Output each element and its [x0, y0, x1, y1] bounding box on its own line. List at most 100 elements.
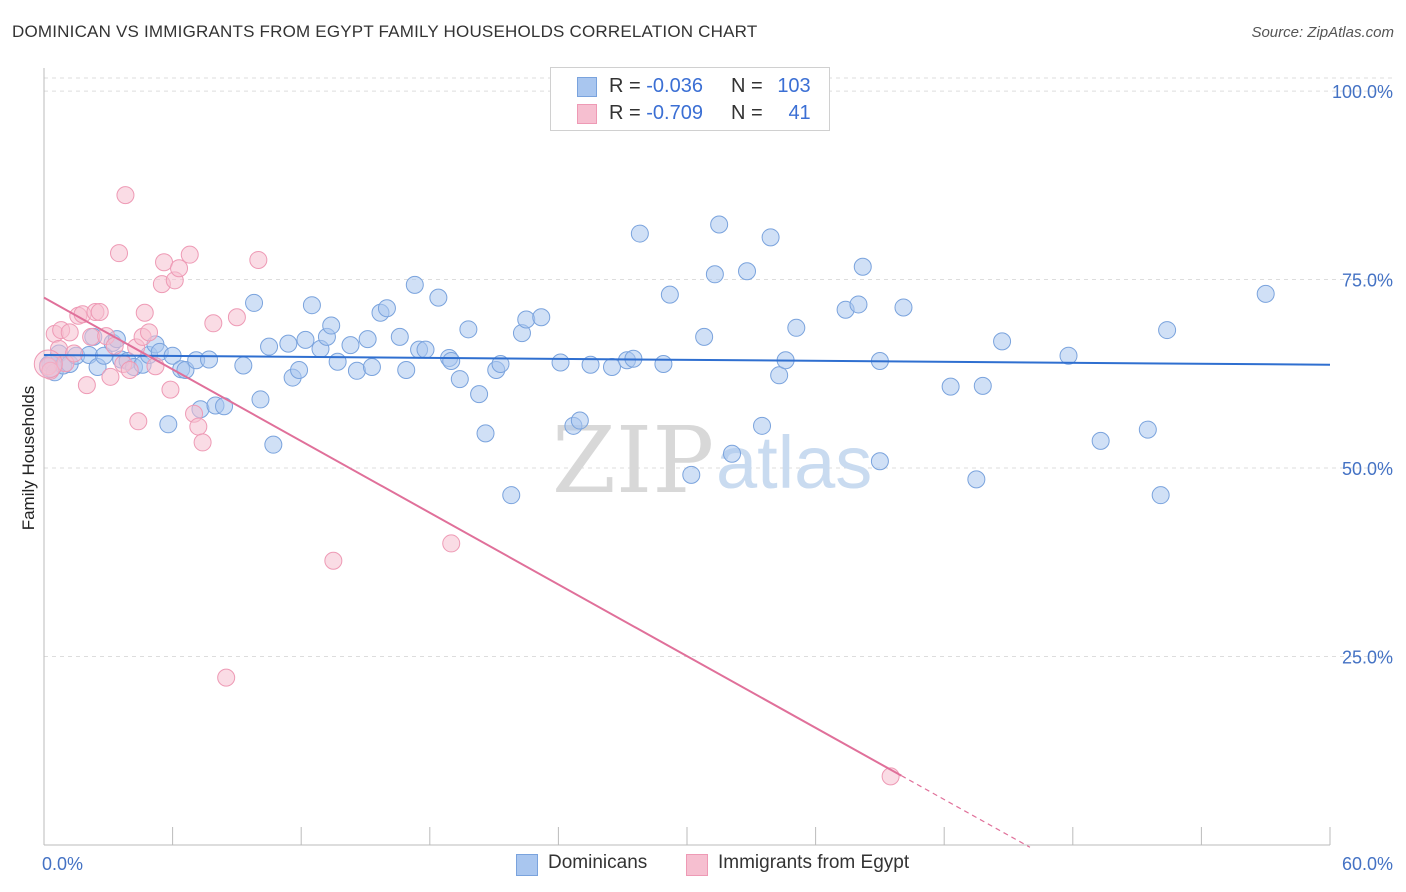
legend-swatch-blue [577, 77, 597, 97]
dominican-point [302, 296, 321, 315]
egypt-point [65, 344, 84, 363]
dominican-point [1256, 284, 1275, 303]
dominican-point [551, 353, 570, 372]
dominican-point [738, 262, 757, 281]
egypt-trend-line [43, 296, 902, 777]
dominican-point [753, 416, 772, 435]
dominican-point [695, 327, 714, 346]
legend-r: R = -0.036 [609, 75, 703, 97]
dominican-point [459, 320, 478, 339]
egypt-point [155, 253, 174, 272]
egypt-point [170, 259, 189, 278]
dominican-point [660, 285, 679, 304]
dominican-point [967, 470, 986, 489]
dominican-point [761, 228, 780, 247]
dominican-point [1151, 486, 1170, 505]
egypt-point-cluster [33, 349, 63, 379]
egypt-point [189, 417, 208, 436]
legend-row-dominicans: R = -0.036 N = 103 [551, 75, 829, 101]
dominican-point [570, 411, 589, 430]
watermark-atlas: atlas [716, 421, 872, 504]
dominican-point [1091, 431, 1110, 450]
dominican-point [405, 275, 424, 294]
dominican-point [397, 361, 416, 380]
y-tick-labels: 25.0% 50.0% 75.0% 100.0% [1332, 82, 1393, 667]
source-credit: Source: ZipAtlas.com [1251, 24, 1394, 41]
bottom-legend-swatch-blue [516, 854, 538, 876]
dominican-point [1158, 321, 1177, 340]
dominican-point [853, 257, 872, 276]
x-tick-max: 60.0% [1342, 854, 1393, 874]
egypt-point [442, 534, 461, 553]
dominican-point [849, 295, 868, 314]
dominican-point [296, 330, 315, 349]
y-tick-label: 75.0% [1342, 271, 1393, 291]
dominican-point [502, 486, 521, 505]
egypt-point [110, 244, 129, 263]
dominican-point [532, 308, 551, 327]
dominican-point [787, 318, 806, 337]
egypt-point [77, 376, 96, 395]
dominican-point [476, 424, 495, 443]
dominican-point [602, 358, 621, 377]
egypt-point [227, 308, 246, 327]
dominican-point [377, 299, 396, 318]
egypt-trend-extension [901, 775, 1031, 848]
dominican-point [630, 224, 649, 243]
egypt-point [324, 551, 343, 570]
legend-n: N = 41 [731, 102, 811, 124]
dominican-point [347, 361, 366, 380]
legend-swatch-pink [577, 104, 597, 124]
egypt-points [33, 186, 900, 786]
stats-legend: R = -0.036 N = 103 R = -0.709 N = 41 [550, 67, 830, 131]
egypt-point [180, 245, 199, 264]
egypt-point [129, 412, 148, 431]
chart-title: DOMINICAN VS IMMIGRANTS FROM EGYPT FAMIL… [12, 22, 758, 41]
egypt-point [90, 302, 109, 321]
axes [43, 68, 1331, 846]
bottom-legend-swatch-pink [686, 854, 708, 876]
dominican-point [894, 298, 913, 317]
egypt-point [82, 327, 101, 346]
egypt-point [101, 367, 120, 386]
y-tick-label: 100.0% [1332, 82, 1393, 102]
dominican-point [279, 334, 298, 353]
x-tick-min: 0.0% [42, 854, 83, 874]
legend-r: R = -0.709 [609, 102, 703, 124]
egypt-point [161, 380, 180, 399]
dominican-point [245, 293, 264, 312]
dominican-point [1138, 420, 1157, 439]
dominican-point [390, 327, 409, 346]
dominican-point [654, 354, 673, 373]
dominican-point [705, 265, 724, 284]
dominicans-trend-line [43, 353, 1331, 366]
dominican-point [993, 332, 1012, 351]
y-tick-label: 25.0% [1342, 648, 1393, 668]
egypt-point [135, 303, 154, 322]
bottom-legend-label: Immigrants from Egypt [718, 852, 910, 873]
dominican-point [450, 370, 469, 389]
dominican-point [260, 337, 279, 356]
dominican-point [416, 340, 435, 359]
dominican-point [341, 336, 360, 355]
dominican-point [470, 385, 489, 404]
y-axis-label: Family Households [19, 386, 38, 531]
bottom-legend-label: Dominicans [548, 852, 648, 873]
egypt-point [140, 323, 159, 342]
dominican-point [322, 316, 341, 335]
dominican-point [491, 354, 510, 373]
dominican-point [770, 366, 789, 385]
egypt-point [249, 250, 268, 269]
dominican-point [973, 376, 992, 395]
dominican-point [251, 390, 270, 409]
dominican-point [290, 361, 309, 380]
dominican-point [517, 310, 536, 329]
egypt-point [193, 433, 212, 452]
legend-n: N = 103 [731, 75, 811, 97]
dominican-point [941, 377, 960, 396]
dominican-point [264, 435, 283, 454]
dominican-point [710, 215, 729, 234]
dominican-point [442, 351, 461, 370]
dominican-point [159, 415, 178, 434]
